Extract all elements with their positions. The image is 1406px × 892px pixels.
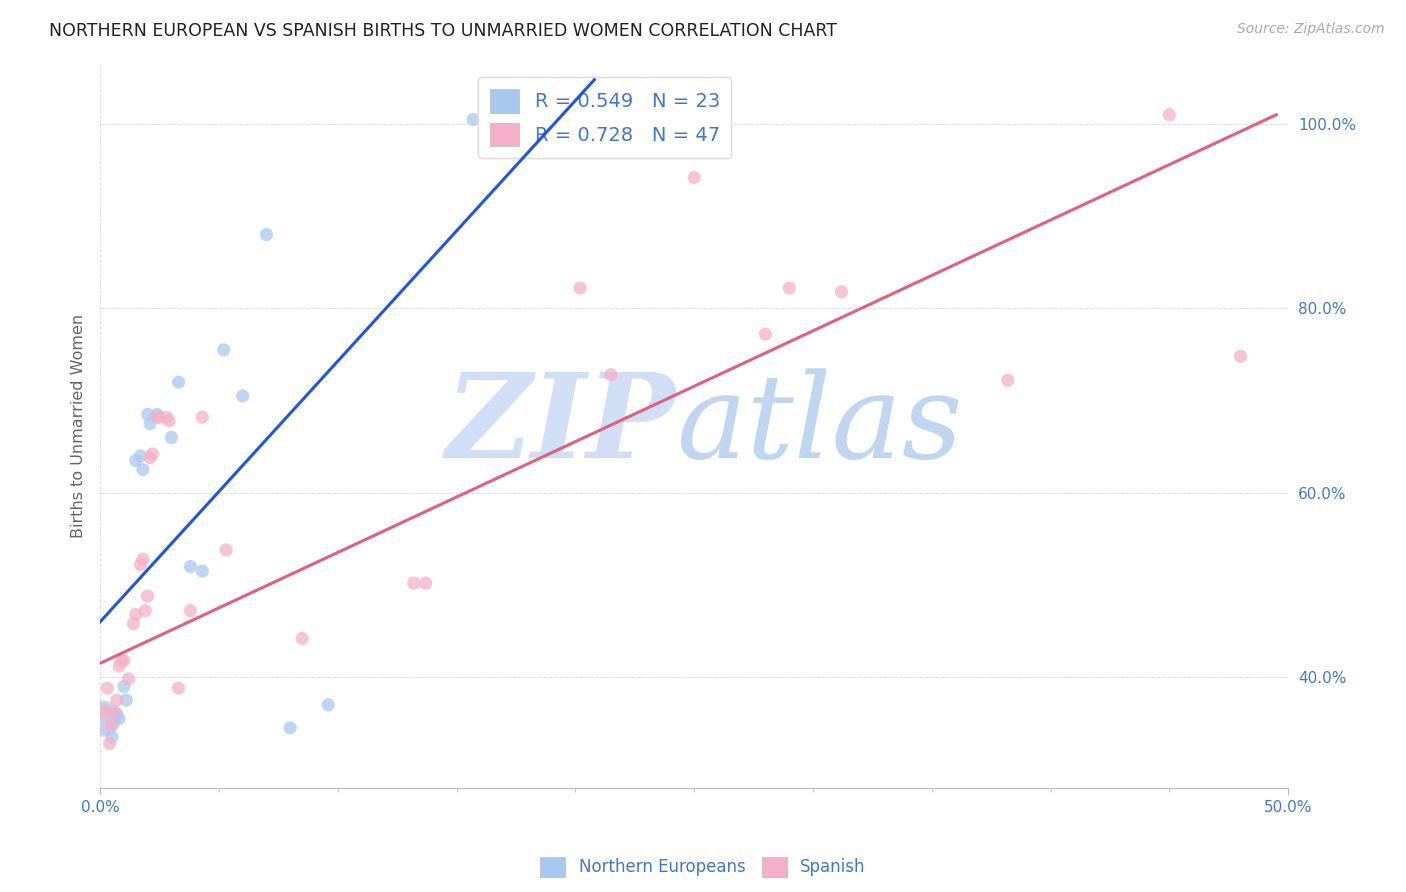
Point [146,408,169,422]
Point [129,558,152,572]
Point [115,693,138,707]
Point [112,679,135,693]
Point [212,343,235,357]
Point [101,718,124,732]
Point [463,112,485,127]
Point [94,705,117,719]
Point [132,552,155,566]
Point [191,564,214,578]
Point [600,368,623,382]
Point [108,659,131,673]
Point [508,112,530,127]
Point [91,712,114,726]
Point [179,559,201,574]
Point [136,589,159,603]
Point [91,712,114,726]
Point [754,327,776,342]
Point [134,604,156,618]
Point [117,672,139,686]
Point [157,414,180,428]
Y-axis label: Births to Unmarried Women: Births to Unmarried Women [72,314,86,538]
Text: Source: ZipAtlas.com: Source: ZipAtlas.com [1237,22,1385,37]
Point [167,375,190,389]
Point [215,542,238,557]
Point [125,453,148,467]
Legend: Northern Europeans, Spanish: Northern Europeans, Spanish [533,850,873,884]
Point [139,417,162,431]
Point [160,430,183,444]
Point [141,447,163,461]
Legend: R = 0.549   N = 23, R = 0.728   N = 47: R = 0.549 N = 23, R = 0.728 N = 47 [478,78,731,158]
Point [108,712,131,726]
Point [683,170,706,185]
Point [132,463,155,477]
Point [569,281,592,295]
Text: NORTHERN EUROPEAN VS SPANISH BIRTHS TO UNMARRIED WOMEN CORRELATION CHART: NORTHERN EUROPEAN VS SPANISH BIRTHS TO U… [49,22,837,40]
Point [415,576,437,591]
Point [96,681,118,696]
Text: ZIP: ZIP [446,368,676,483]
Point [156,410,179,425]
Point [492,112,515,127]
Point [112,654,135,668]
Point [146,410,169,425]
Point [179,604,201,618]
Point [122,616,145,631]
Point [105,706,128,721]
Point [98,737,121,751]
Point [402,576,425,591]
Point [474,112,496,127]
Point [129,449,152,463]
Point [125,607,148,622]
Point [136,408,159,422]
Text: atlas: atlas [676,368,963,483]
Point [103,705,125,719]
Point [616,112,638,127]
Point [830,285,852,299]
Point [1229,349,1251,363]
Point [778,281,800,295]
Point [278,721,301,735]
Point [148,410,170,425]
Point [105,693,128,707]
Point [191,410,214,425]
Point [232,389,254,403]
Point [316,698,339,712]
Point [101,730,124,744]
Point [553,112,575,127]
Point [1159,108,1181,122]
Point [256,227,278,242]
Point [167,681,190,696]
Point [139,450,162,465]
Point [636,112,658,127]
Point [110,654,132,668]
Point [997,373,1019,387]
Point [291,632,314,646]
